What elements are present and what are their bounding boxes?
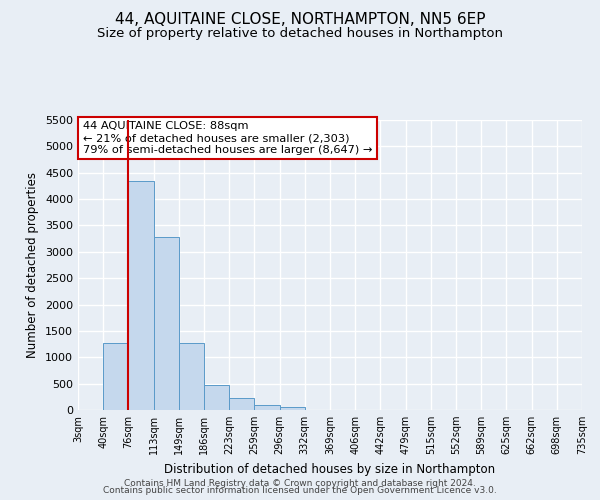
Bar [103,343,128,410]
Bar [280,407,305,410]
Bar [179,343,204,410]
Bar [204,384,229,410]
Text: 44 AQUITAINE CLOSE: 88sqm
← 21% of detached houses are smaller (2,303)
79% of se: 44 AQUITAINE CLOSE: 88sqm ← 21% of detac… [83,122,373,154]
Bar [154,237,179,410]
Bar [128,180,154,410]
Text: 44, AQUITAINE CLOSE, NORTHAMPTON, NN5 6EP: 44, AQUITAINE CLOSE, NORTHAMPTON, NN5 6E… [115,12,485,28]
Text: Contains HM Land Registry data © Crown copyright and database right 2024.: Contains HM Land Registry data © Crown c… [124,478,476,488]
Bar [254,406,280,410]
Text: Size of property relative to detached houses in Northampton: Size of property relative to detached ho… [97,28,503,40]
X-axis label: Distribution of detached houses by size in Northampton: Distribution of detached houses by size … [164,462,496,475]
Y-axis label: Number of detached properties: Number of detached properties [26,172,40,358]
Bar [229,398,254,410]
Text: Contains public sector information licensed under the Open Government Licence v3: Contains public sector information licen… [103,486,497,495]
